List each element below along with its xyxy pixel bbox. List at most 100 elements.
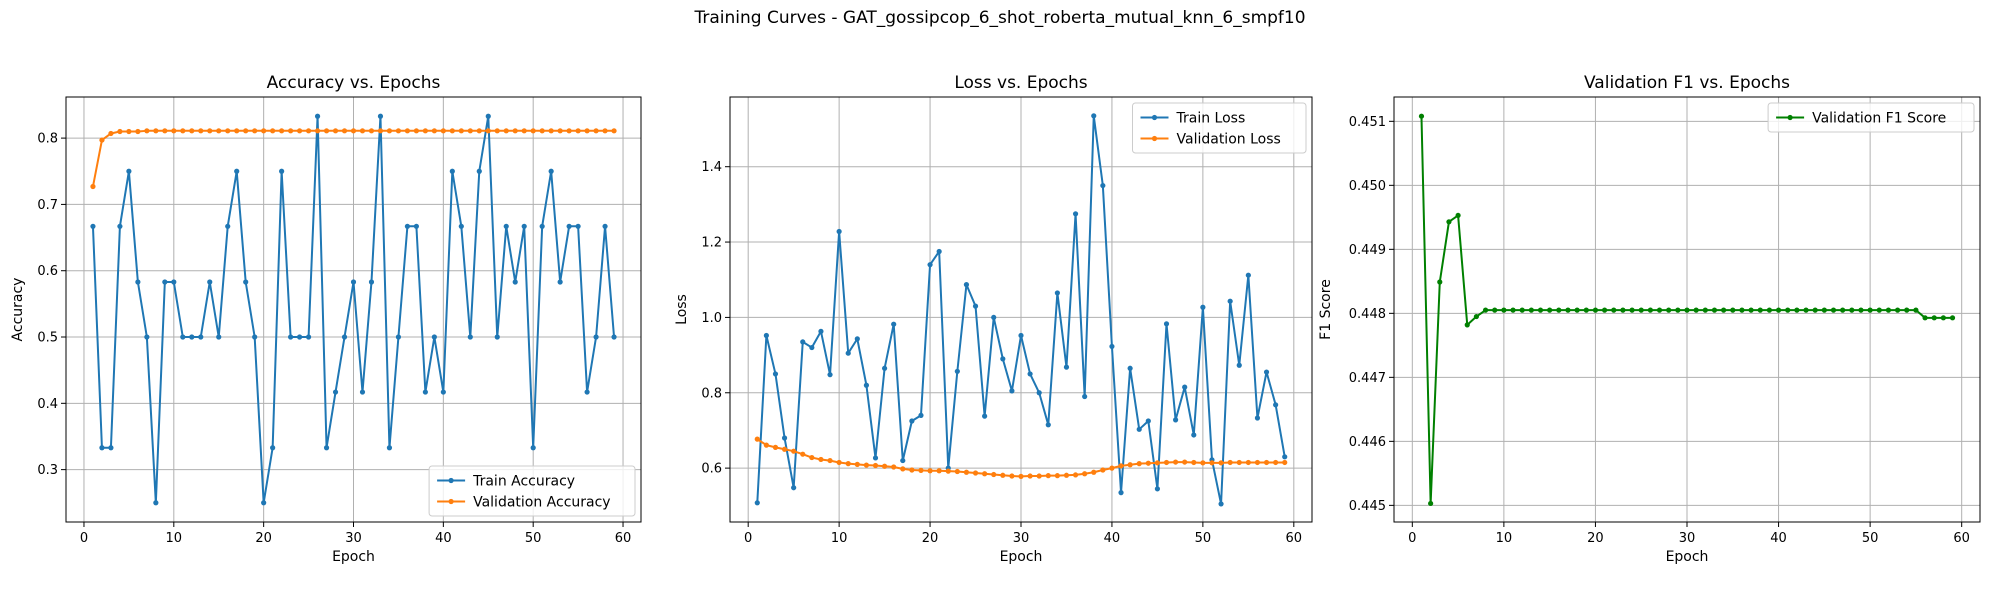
f1-point-validation-f1-score-32	[1702, 307, 1708, 313]
accuracy-point-train-accuracy-57	[593, 334, 599, 340]
accuracy-ytick-label-4: 0.7	[37, 198, 58, 213]
accuracy-point-train-accuracy-31	[359, 389, 366, 395]
accuracy-point-validation-accuracy-2	[99, 137, 105, 143]
loss-point-train-loss-25	[972, 303, 979, 309]
loss-point-validation-loss-52	[1218, 460, 1224, 466]
loss-point-validation-loss-46	[1163, 459, 1170, 466]
accuracy-xtick-label-2: 20	[255, 531, 272, 546]
f1-point-validation-f1-score-33	[1711, 307, 1718, 313]
f1-line-validation-f1-score	[1420, 116, 1953, 505]
f1-point-validation-f1-score-1	[1418, 113, 1425, 119]
loss-point-train-loss-43	[1136, 426, 1142, 432]
f1-point-validation-f1-score-48	[1849, 307, 1855, 313]
loss-point-validation-loss-42	[1127, 462, 1133, 468]
accuracy-point-train-accuracy-48	[512, 279, 518, 285]
loss-point-train-loss-17	[900, 457, 906, 464]
f1-point-validation-f1-score-25	[1638, 307, 1644, 313]
accuracy-point-validation-accuracy-48	[512, 128, 518, 134]
accuracy-point-validation-accuracy-42	[458, 128, 464, 134]
loss-point-validation-loss-35	[1063, 472, 1070, 478]
accuracy-point-train-accuracy-56	[584, 389, 590, 395]
loss-point-train-loss-3	[772, 371, 779, 377]
loss-xtick-label-1: 10	[831, 531, 848, 546]
f1-point-validation-f1-score-56	[1922, 315, 1928, 321]
accuracy-point-validation-accuracy-35	[395, 128, 402, 134]
loss-point-train-loss-51	[1209, 457, 1215, 463]
accuracy-legend-label-train-accuracy: Train Accuracy	[472, 474, 575, 490]
f1-point-validation-f1-score-28	[1666, 307, 1672, 313]
accuracy-xtick-label-3: 30	[345, 531, 362, 546]
loss-point-train-loss-50	[1200, 304, 1206, 310]
f1-point-validation-f1-score-49	[1858, 307, 1864, 313]
loss-point-train-loss-22	[945, 465, 951, 471]
loss-point-train-loss-24	[963, 282, 970, 288]
loss-point-validation-loss-24	[963, 469, 970, 475]
accuracy-point-validation-accuracy-58	[602, 128, 608, 134]
f1-point-validation-f1-score-53	[1894, 307, 1901, 313]
accuracy-point-validation-accuracy-15	[216, 128, 222, 134]
accuracy-point-validation-accuracy-44	[476, 128, 482, 134]
accuracy-ytick-label-5: 0.8	[37, 132, 58, 147]
f1-point-validation-f1-score-29	[1675, 307, 1681, 313]
loss-point-train-loss-36	[1072, 211, 1079, 217]
loss-point-validation-loss-32	[1036, 473, 1042, 479]
loss-point-train-loss-47	[1172, 417, 1179, 423]
loss-legend-marker-train-loss	[1151, 114, 1158, 121]
loss-point-validation-loss-10	[836, 459, 842, 466]
f1-point-validation-f1-score-16	[1556, 307, 1562, 313]
f1-point-validation-f1-score-2	[1428, 500, 1434, 507]
f1-chart-title: Validation F1 vs. Epochs	[1584, 73, 1790, 93]
accuracy-point-train-accuracy-27	[323, 445, 330, 451]
loss-point-train-loss-42	[1127, 365, 1133, 371]
accuracy-point-validation-accuracy-39	[431, 128, 437, 134]
accuracy-point-validation-accuracy-54	[566, 128, 572, 134]
accuracy-point-train-accuracy-37	[413, 223, 419, 229]
accuracy-point-train-accuracy-59	[611, 334, 617, 340]
accuracy-point-validation-accuracy-31	[359, 128, 366, 134]
accuracy-point-validation-accuracy-36	[404, 128, 411, 134]
accuracy-point-train-accuracy-20	[261, 500, 267, 506]
accuracy-axes-frame	[65, 96, 642, 523]
accuracy-point-train-accuracy-58	[602, 223, 608, 229]
accuracy-legend: Train Accuracy Validation Accuracy	[428, 465, 636, 517]
loss-legend-label-train-loss: Train Loss	[1176, 111, 1246, 127]
f1-legend-box	[1767, 102, 1975, 133]
accuracy-point-validation-accuracy-12	[189, 128, 195, 134]
loss-point-validation-loss-15	[881, 463, 888, 469]
accuracy-ytick-label-2: 0.5	[37, 331, 58, 346]
accuracy-point-validation-accuracy-17	[234, 128, 240, 134]
loss-point-train-loss-55	[1245, 272, 1251, 278]
f1-point-validation-f1-score-5	[1455, 212, 1461, 219]
loss-point-train-loss-11	[845, 350, 851, 356]
accuracy-point-train-accuracy-15	[216, 334, 222, 340]
accuracy-point-validation-accuracy-23	[288, 128, 294, 134]
loss-series-train-loss	[754, 113, 1288, 507]
accuracy-ytick-label-0: 0.3	[37, 463, 58, 478]
loss-point-validation-loss-5	[791, 448, 797, 454]
accuracy-ytick-label-3: 0.6	[37, 264, 58, 279]
loss-point-train-loss-54	[1236, 362, 1242, 368]
accuracy-point-train-accuracy-4	[117, 223, 123, 229]
loss-point-validation-loss-1	[754, 436, 760, 442]
loss-point-validation-loss-21	[936, 468, 942, 474]
loss-point-train-loss-52	[1218, 501, 1224, 507]
loss-point-train-loss-27	[991, 314, 997, 321]
accuracy-point-validation-accuracy-43	[467, 128, 473, 134]
loss-point-train-loss-4	[781, 435, 788, 441]
accuracy-y-axis-label: Accuracy	[10, 278, 26, 342]
f1-point-validation-f1-score-45	[1821, 307, 1827, 313]
loss-legend-box	[1132, 102, 1307, 154]
loss-point-train-loss-58	[1273, 402, 1279, 408]
f1-ytick-label-5: 0.450	[1349, 179, 1386, 194]
f1-point-validation-f1-score-44	[1812, 307, 1818, 313]
loss-point-train-loss-30	[1018, 332, 1024, 339]
f1-point-validation-f1-score-7	[1473, 313, 1480, 320]
accuracy-point-train-accuracy-11	[180, 334, 186, 340]
loss-ytick-label-1: 0.8	[701, 386, 722, 401]
loss-point-validation-loss-31	[1027, 473, 1033, 479]
accuracy-point-validation-accuracy-5	[126, 128, 132, 135]
loss-legend-marker-validation-loss	[1151, 135, 1158, 142]
f1-point-validation-f1-score-22	[1611, 307, 1617, 313]
accuracy-point-validation-accuracy-27	[323, 128, 330, 134]
